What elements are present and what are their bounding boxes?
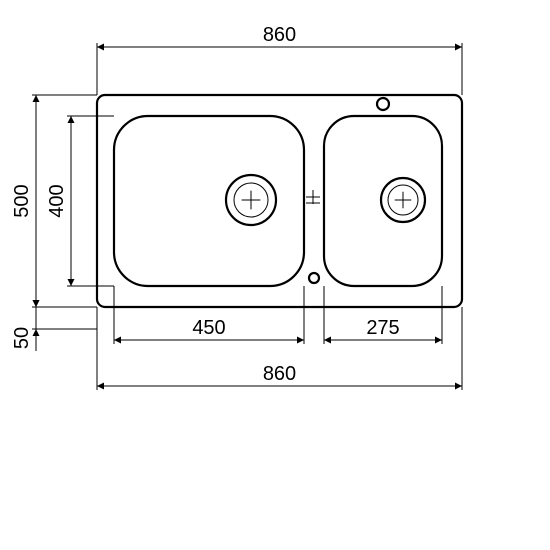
sink-outline bbox=[97, 95, 462, 307]
dim-label: 275 bbox=[366, 317, 399, 339]
dim-label: 450 bbox=[192, 317, 225, 339]
overflow-hole bbox=[309, 273, 319, 283]
dim-label: 50 bbox=[11, 327, 33, 349]
tap-hole bbox=[377, 98, 389, 110]
dim-label: 400 bbox=[46, 184, 68, 217]
dim-label: 860 bbox=[263, 24, 296, 46]
dim-label: 860 bbox=[263, 363, 296, 385]
sink-dimension-drawing: 860 500 400 50 450 275 860 bbox=[0, 0, 550, 550]
dim-label: 500 bbox=[11, 184, 33, 217]
